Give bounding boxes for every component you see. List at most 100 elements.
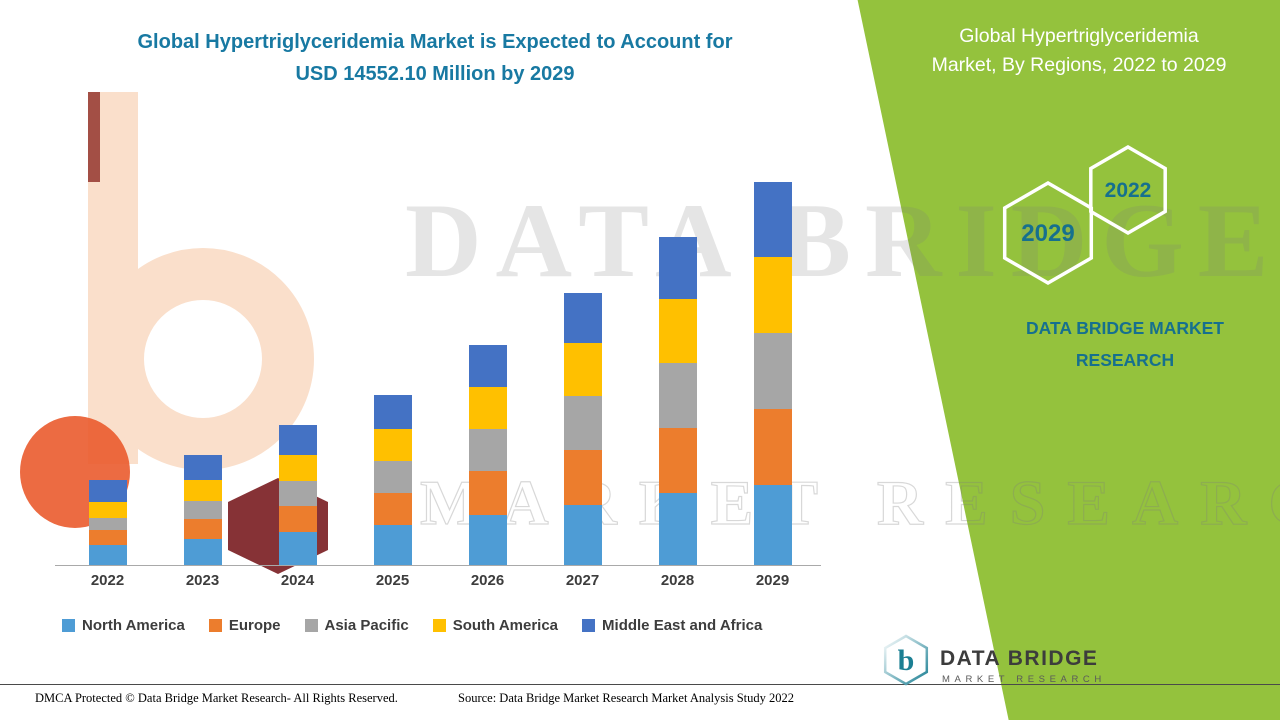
- x-axis-label-2022: 2022: [90, 572, 125, 589]
- bar-segment-europe: [183, 519, 222, 539]
- brand-text: DATA BRIDGE MARKET RESEARCH: [975, 312, 1275, 377]
- bar-segment-north-america: [468, 515, 507, 565]
- year-hexagon-badges: 2022 2029: [1002, 145, 1167, 286]
- logo-name: DATA BRIDGE: [940, 647, 1098, 670]
- bar-segment-europe: [563, 450, 602, 505]
- footer-divider: [0, 684, 1280, 685]
- logo-letter: b: [898, 644, 915, 677]
- x-axis-label-2023: 2023: [185, 572, 220, 589]
- bar-segment-europe: [373, 493, 412, 525]
- x-axis-label-2025: 2025: [375, 572, 410, 589]
- right-panel-title-line-1: Global Hypertriglyceridemia: [959, 25, 1199, 47]
- legend-label: Asia Pacific: [324, 617, 409, 634]
- badge-2029-label: 2029: [1021, 220, 1074, 247]
- bar-column-2026: [440, 180, 535, 565]
- bar-segment-asia-pacific: [88, 518, 127, 530]
- x-axis-label-2026: 2026: [470, 572, 505, 589]
- legend-label: Europe: [228, 617, 281, 634]
- bar-segment-north-america: [278, 532, 317, 565]
- legend-swatch-icon: [62, 619, 75, 632]
- bar-stack: [373, 395, 412, 565]
- legend-item-south-america: South America: [432, 617, 559, 634]
- bar-segment-north-america: [183, 539, 222, 565]
- bar-stack: [563, 293, 602, 565]
- bar-segment-north-america: [753, 485, 792, 565]
- bar-segment-south-america: [563, 343, 602, 396]
- brand-text-line-2: RESEARCH: [1075, 350, 1175, 371]
- bar-segment-middle-east-and-africa: [468, 345, 507, 387]
- bar-stack: [753, 182, 792, 565]
- legend-label: South America: [452, 617, 559, 634]
- bar-column-2027: [535, 180, 630, 565]
- bars: [60, 180, 820, 565]
- bar-stack: [88, 480, 127, 565]
- dbmr-logo: b DATA BRIDGE MARKET RESEARCH: [883, 634, 1106, 686]
- badge-2022-label: 2022: [1105, 179, 1152, 202]
- bar-segment-south-america: [88, 502, 127, 518]
- bar-segment-europe: [753, 409, 792, 485]
- bar-segment-middle-east-and-africa: [278, 425, 317, 455]
- x-axis-label-2027: 2027: [565, 572, 600, 589]
- bar-stack: [468, 345, 507, 565]
- bar-stack: [278, 425, 317, 565]
- legend-item-europe: Europe: [208, 617, 281, 634]
- legend-item-middle-east-and-africa: Middle East and Africa: [582, 617, 762, 634]
- bar-segment-south-america: [373, 429, 412, 461]
- logo-hexagon-icon: [883, 634, 929, 686]
- bar-segment-europe: [88, 530, 127, 545]
- bar-segment-south-america: [468, 387, 507, 429]
- bar-column-2025: [345, 180, 440, 565]
- x-axis-labels: 2022 2023 2024 2025 2026 2027 2028 2029: [60, 572, 820, 589]
- bar-segment-south-america: [183, 480, 222, 501]
- bar-column-2024: [250, 180, 345, 565]
- legend-swatch-icon: [304, 619, 318, 632]
- hexagon-2029-icon: [1002, 180, 1094, 286]
- logo-subtitle: MARKET RESEARCH: [942, 674, 1106, 685]
- legend-swatch-icon: [208, 619, 222, 632]
- bar-segment-north-america: [563, 505, 602, 565]
- bar-column-2022: [60, 180, 155, 565]
- bar-stack: [183, 455, 222, 565]
- bar-segment-asia-pacific: [183, 501, 222, 519]
- bar-segment-middle-east-and-africa: [563, 293, 602, 343]
- bar-segment-middle-east-and-africa: [658, 237, 697, 299]
- legend-item-north-america: North America: [62, 617, 185, 634]
- watermark-logo-stem-accent: [88, 92, 100, 182]
- page-title: Global Hypertriglyceridemia Market is Ex…: [85, 26, 785, 90]
- x-axis-label-2024: 2024: [280, 572, 315, 589]
- page-title-line-2: USD 14552.10 Million by 2029: [295, 63, 575, 85]
- bar-segment-middle-east-and-africa: [753, 182, 792, 257]
- bar-segment-asia-pacific: [753, 333, 792, 409]
- x-axis-label-2029: 2029: [755, 572, 790, 589]
- legend-item-asia-pacific: Asia Pacific: [304, 617, 409, 634]
- bar-segment-europe: [278, 506, 317, 532]
- bar-segment-middle-east-and-africa: [373, 395, 412, 429]
- bar-column-2028: [630, 180, 725, 565]
- right-panel-title: Global Hypertriglyceridemia Market, By R…: [888, 22, 1270, 81]
- bar-column-2023: [155, 180, 250, 565]
- bar-segment-europe: [468, 471, 507, 515]
- brand-text-line-1: DATA BRIDGE MARKET: [1026, 318, 1224, 338]
- footer-dmca-text: DMCA Protected © Data Bridge Market Rese…: [35, 691, 398, 705]
- bar-column-2029: [725, 180, 820, 565]
- bar-segment-asia-pacific: [468, 429, 507, 471]
- bar-stack: [658, 237, 697, 565]
- bar-segment-north-america: [373, 525, 412, 565]
- legend-label: Middle East and Africa: [602, 617, 763, 634]
- bar-segment-europe: [658, 428, 697, 493]
- legend-swatch-icon: [582, 619, 596, 632]
- hexagon-2022-icon: [1089, 145, 1167, 236]
- page-title-line-1: Global Hypertriglyceridemia Market is Ex…: [137, 31, 733, 53]
- legend: North America Europe Asia Pacific South Ame…: [62, 617, 762, 634]
- legend-label: North America: [82, 617, 185, 634]
- bar-segment-south-america: [753, 257, 792, 333]
- bar-segment-south-america: [658, 299, 697, 363]
- legend-swatch-icon: [432, 619, 446, 632]
- bar-segment-middle-east-and-africa: [183, 455, 222, 480]
- bar-segment-north-america: [88, 545, 127, 565]
- bar-segment-asia-pacific: [563, 396, 602, 450]
- bar-segment-asia-pacific: [658, 363, 697, 428]
- bar-segment-south-america: [278, 455, 317, 481]
- bar-segment-north-america: [658, 493, 697, 565]
